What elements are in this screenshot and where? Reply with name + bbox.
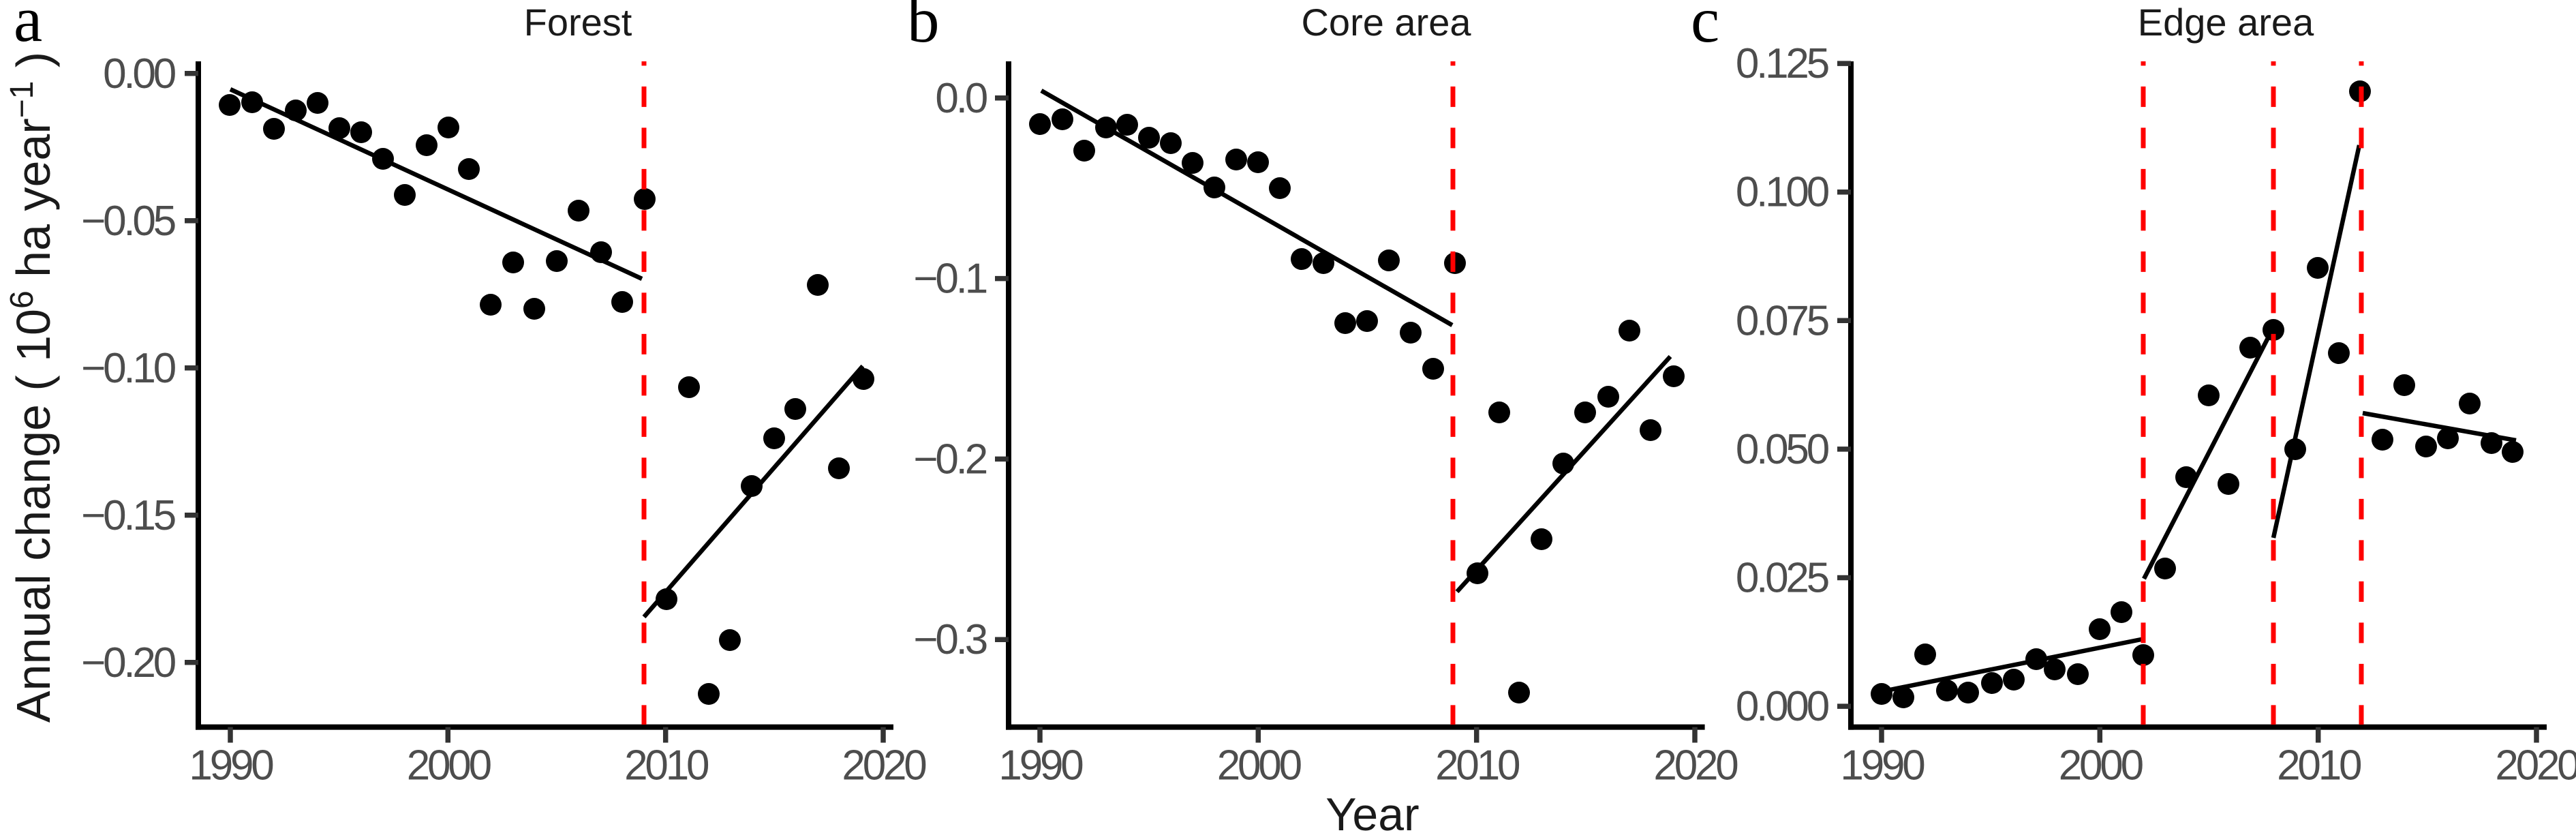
svg-text:−0.3: −0.3	[913, 616, 986, 663]
svg-text:Edge area: Edge area	[2138, 1, 2314, 44]
svg-text:2020: 2020	[842, 742, 926, 789]
svg-text:b: b	[907, 0, 940, 56]
svg-text:2000: 2000	[2059, 742, 2143, 789]
svg-text:a: a	[14, 0, 42, 55]
svg-text:0.025: 0.025	[1736, 555, 1828, 602]
svg-text:−0.20: −0.20	[81, 639, 176, 686]
svg-text:2000: 2000	[407, 742, 491, 789]
svg-text:c: c	[1691, 0, 1719, 56]
svg-text:−0.05: −0.05	[81, 198, 175, 245]
svg-text:−0.10: −0.10	[81, 345, 176, 392]
svg-text:−0.15: −0.15	[81, 492, 175, 539]
svg-text:0.125: 0.125	[1736, 40, 1828, 87]
svg-text:0.0: 0.0	[935, 75, 987, 122]
svg-text:2020: 2020	[1653, 742, 1738, 789]
svg-text:Forest: Forest	[524, 1, 632, 44]
svg-text:Year: Year	[1325, 789, 1419, 833]
svg-text:2010: 2010	[1435, 742, 1520, 789]
svg-text:1990: 1990	[1840, 742, 1925, 789]
svg-text:0.000: 0.000	[1736, 683, 1829, 730]
svg-text:2010: 2010	[2277, 742, 2361, 789]
svg-text:0.100: 0.100	[1736, 169, 1829, 216]
svg-text:2000: 2000	[1217, 742, 1302, 789]
svg-text:1990: 1990	[998, 742, 1083, 789]
svg-text:0.075: 0.075	[1736, 297, 1828, 344]
svg-text:Annual change ( 106 ha year−1: Annual change ( 106 ha year−1 )	[4, 52, 60, 723]
svg-text:2010: 2010	[624, 742, 709, 789]
svg-text:Core area: Core area	[1301, 1, 1471, 44]
svg-text:0.050: 0.050	[1736, 426, 1829, 473]
svg-text:−0.1: −0.1	[913, 256, 986, 303]
svg-text:0.00: 0.00	[103, 50, 176, 97]
svg-text:2020: 2020	[2495, 742, 2576, 789]
svg-text:−0.2: −0.2	[913, 436, 986, 483]
svg-text:1990: 1990	[189, 742, 273, 789]
